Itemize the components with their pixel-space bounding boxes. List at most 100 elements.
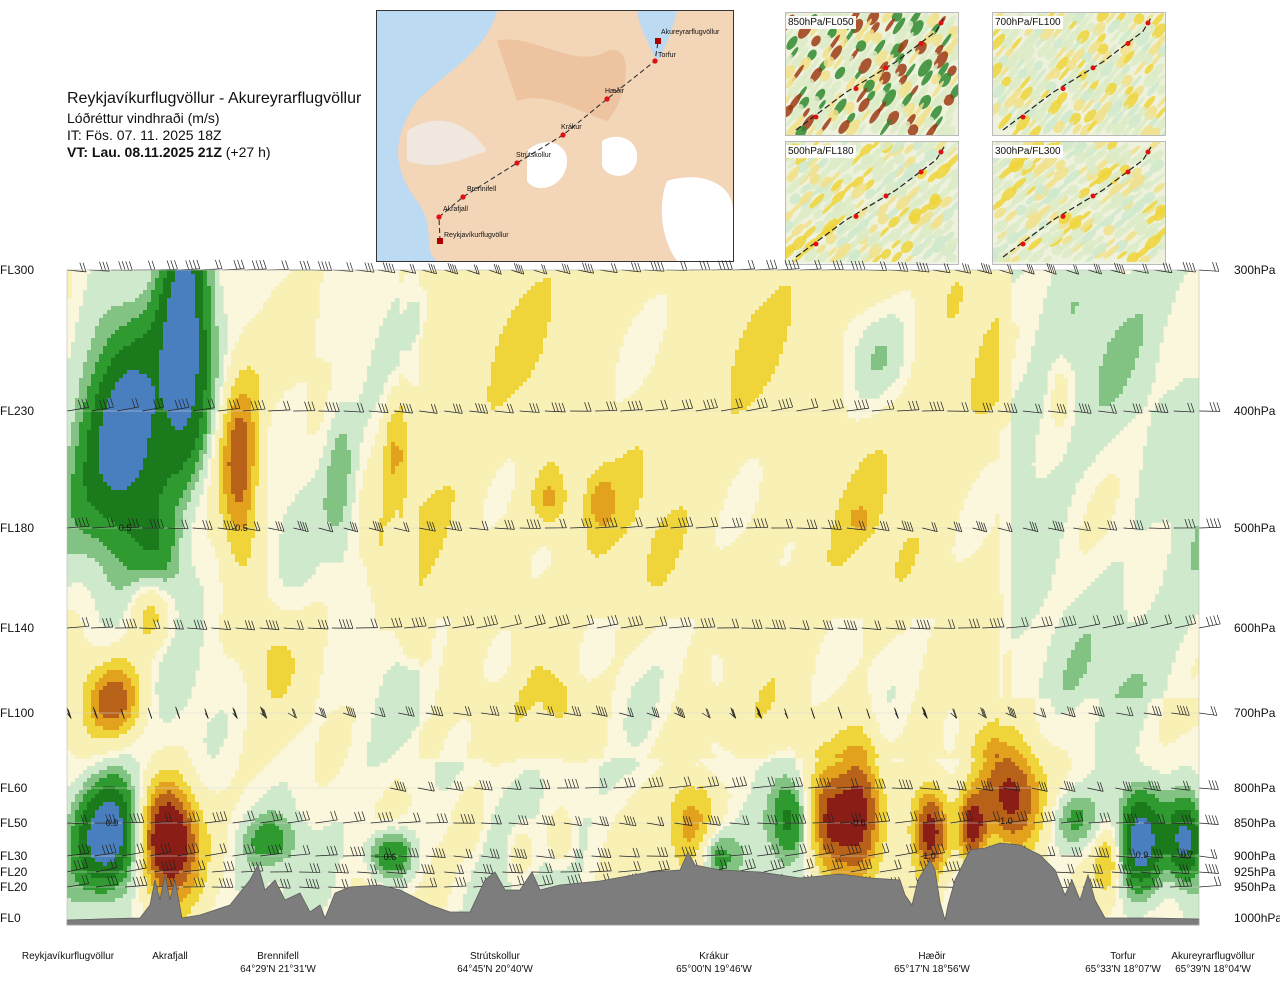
field-cell: [123, 834, 128, 839]
field-cell: [923, 822, 936, 827]
field-cell: [959, 850, 964, 855]
field-cell: [231, 478, 248, 483]
field-cell: [1055, 810, 1064, 815]
glacier-hofsjokull: [602, 136, 638, 176]
field-cell: [1127, 858, 1136, 863]
field-cell: [243, 738, 292, 743]
field-cell: [719, 654, 816, 659]
field-cell: [127, 730, 144, 735]
field-cell: [915, 818, 920, 823]
field-cell: [863, 622, 912, 627]
field-cell: [123, 826, 128, 831]
field-cell: [875, 822, 880, 827]
field-cell: [91, 774, 108, 779]
field-cell: [123, 346, 164, 351]
field-cell: [971, 782, 988, 787]
field-cell: [715, 850, 728, 855]
field-cell: [855, 358, 872, 363]
field-cell: [447, 638, 492, 643]
field-cell: [963, 298, 1012, 303]
field-cell: [991, 738, 1000, 743]
field-cell: [535, 362, 616, 367]
field-cell: [159, 530, 176, 535]
field-cell: [467, 718, 516, 723]
field-cell: [799, 842, 804, 847]
field-cell: [435, 690, 520, 695]
field-cell: [91, 422, 104, 427]
field-cell: [127, 830, 132, 835]
field-cell: [191, 410, 204, 415]
field-cell: [1063, 686, 1076, 691]
field-cell: [1067, 442, 1108, 447]
field-cell: [127, 834, 132, 839]
field-cell: [151, 818, 156, 823]
field-cell: [1067, 606, 1124, 611]
field-cell: [267, 670, 296, 675]
field-cell: [279, 782, 288, 787]
field-cell: [223, 610, 328, 615]
field-cell: [1071, 654, 1092, 659]
field-cell: [1119, 830, 1124, 835]
field-cell: [683, 506, 724, 511]
field-cell: [767, 710, 872, 715]
field-cell: [143, 610, 156, 615]
field-cell: [71, 850, 80, 855]
field-cell: [1131, 850, 1152, 855]
field-cell: [927, 818, 936, 823]
field-cell: [579, 834, 588, 839]
field-cell: [67, 698, 84, 703]
field-cell: [1099, 714, 1148, 719]
field-cell: [583, 506, 592, 511]
field-cell: [159, 586, 204, 591]
field-cell: [775, 778, 792, 783]
field-cell: [411, 862, 420, 867]
field-cell: [211, 466, 220, 471]
field-cell: [139, 830, 144, 835]
field-cell: [775, 826, 784, 831]
field-cell: [567, 866, 584, 871]
field-cell: [1171, 858, 1196, 863]
field-cell: [819, 866, 828, 871]
field-cell: [815, 770, 824, 775]
field-cell: [879, 318, 900, 323]
field-cell: [415, 890, 452, 895]
field-cell: [195, 834, 200, 839]
field-cell: [203, 454, 212, 459]
field-cell: [199, 318, 204, 323]
field-cell: [207, 334, 212, 339]
field-cell: [535, 478, 564, 483]
field-cell: [643, 490, 728, 495]
field-cell: [827, 554, 852, 559]
field-cell: [863, 790, 872, 795]
field-cell: [419, 374, 492, 379]
field-cell: [291, 682, 320, 687]
field-cell: [535, 486, 548, 491]
field-cell: [1035, 842, 1048, 847]
field-cell: [1011, 578, 1052, 583]
field-cell: [267, 790, 292, 795]
field-cell: [791, 294, 892, 299]
field-cell: [83, 694, 92, 699]
field-cell: [131, 862, 136, 867]
field-cell: [1079, 302, 1172, 307]
field-cell: [983, 754, 996, 759]
field-cell: [659, 734, 836, 739]
field-cell: [387, 310, 400, 315]
field-cell: [1043, 766, 1072, 771]
field-cell: [699, 810, 712, 815]
field-cell: [375, 442, 388, 447]
field-cell: [1027, 814, 1036, 819]
field-cell: [879, 774, 968, 779]
field-cell: [807, 846, 812, 851]
field-cell: [1095, 758, 1140, 763]
field-cell: [1191, 542, 1199, 547]
field-cell: [159, 662, 200, 667]
field-cell: [971, 766, 984, 771]
field-cell: [1059, 846, 1084, 851]
field-cell: [83, 290, 144, 295]
field-cell: [1195, 874, 1199, 879]
field-cell: [91, 346, 104, 351]
field-cell: [683, 826, 700, 831]
field-cell: [139, 874, 144, 879]
field-cell: [223, 606, 280, 611]
